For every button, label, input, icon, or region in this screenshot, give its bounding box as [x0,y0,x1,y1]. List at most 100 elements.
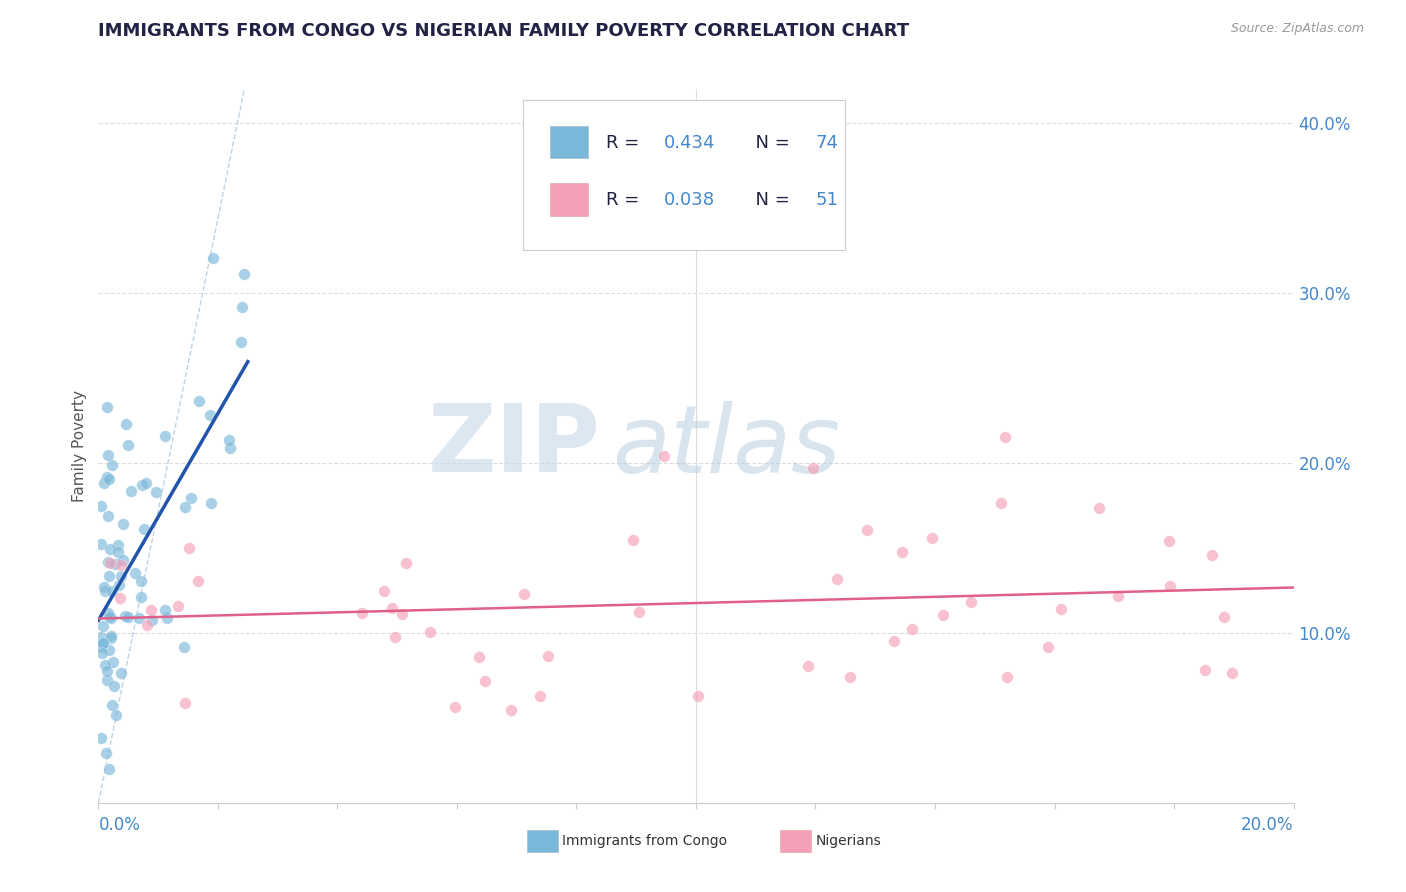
Point [91,636,114,650]
Point [96,664,118,678]
Point [173,640,195,654]
Point [156,611,179,625]
Point [960,595,983,609]
Point [129,591,152,605]
Point [101,655,124,669]
Point [100,458,122,473]
Point [90,640,112,655]
Text: Immigrants from Congo: Immigrants from Congo [562,834,727,848]
Point [101,698,124,713]
Point [825,572,848,586]
Point [890,545,912,559]
Point [93,475,115,490]
Point [621,533,644,547]
Point [901,622,924,636]
Point [839,669,862,683]
Point [198,408,221,422]
Point [1220,665,1243,680]
Point [994,430,1017,444]
Point [117,610,139,624]
Point [419,624,441,639]
Point [96,469,118,483]
Text: ZIP: ZIP [427,400,600,492]
Text: IMMIGRANTS FROM CONGO VS NIGERIAN FAMILY POVERTY CORRELATION CHART: IMMIGRANTS FROM CONGO VS NIGERIAN FAMILY… [98,22,910,40]
Point [97,448,120,462]
Text: 20.0%: 20.0% [1241,816,1294,834]
Point [110,666,132,681]
Point [1036,640,1059,655]
Point [90,537,112,551]
Point [91,646,114,660]
Point [91,619,114,633]
Point [627,605,650,619]
Point [110,558,132,573]
Point [145,484,167,499]
FancyBboxPatch shape [523,100,845,250]
Point [1107,589,1129,603]
Point [98,609,121,624]
Point [96,673,118,688]
Point [114,417,136,431]
Point [153,603,176,617]
Point [173,500,195,515]
Point [105,707,128,722]
Point [98,762,121,776]
Text: Source: ZipAtlas.com: Source: ZipAtlas.com [1230,22,1364,36]
Point [990,496,1012,510]
Point [97,642,120,657]
Text: N =: N = [744,134,796,152]
Point [103,679,125,693]
Text: 0.0%: 0.0% [98,816,141,834]
Point [1050,602,1073,616]
Point [141,613,163,627]
Point [131,477,153,491]
Point [128,611,150,625]
Point [467,649,489,664]
Point [100,556,122,570]
Point [124,566,146,580]
Point [96,747,118,761]
Text: 0.038: 0.038 [664,191,714,209]
Point [96,400,118,414]
Point [373,584,395,599]
Point [443,700,465,714]
Point [652,449,675,463]
Point [110,591,132,605]
Point [139,603,162,617]
Point [529,690,551,704]
Point [391,607,413,621]
Point [112,517,135,532]
Point [98,541,121,556]
Point [1194,663,1216,677]
Point [104,557,127,571]
Point [100,631,122,645]
Point [93,583,115,598]
Point [135,476,157,491]
Text: R =: R = [606,191,645,209]
Point [801,460,824,475]
Point [177,541,200,556]
Point [218,434,240,448]
Text: 74: 74 [815,134,838,152]
Point [995,670,1018,684]
Text: 0.434: 0.434 [664,134,716,152]
Point [174,696,197,710]
Point [381,600,404,615]
Point [155,429,177,443]
Text: R =: R = [606,134,645,152]
Point [100,584,122,599]
Point [107,538,129,552]
Point [94,657,117,672]
Text: N =: N = [744,191,796,209]
Point [686,690,709,704]
FancyBboxPatch shape [550,184,589,216]
Point [231,335,253,350]
Point [218,441,240,455]
Point [1201,548,1223,562]
Point [90,630,112,644]
Point [1159,579,1181,593]
Point [921,532,943,546]
Point [100,610,122,624]
Point [90,731,112,745]
Text: atlas: atlas [612,401,841,491]
